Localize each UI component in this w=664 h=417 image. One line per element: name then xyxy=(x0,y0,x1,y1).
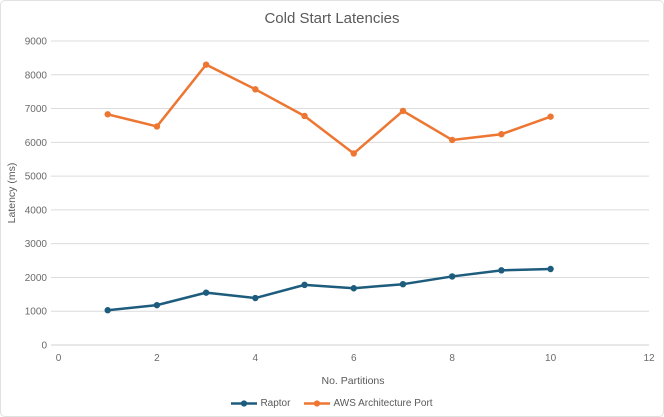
series-point xyxy=(153,301,161,309)
series-point xyxy=(104,307,111,314)
y-tick-label: 9000 xyxy=(25,37,48,48)
series-point xyxy=(547,113,554,120)
series-point xyxy=(448,136,456,144)
y-axis-title: Latency (ms) xyxy=(6,163,18,224)
y-tick-label: 4000 xyxy=(25,205,48,216)
series-point xyxy=(252,294,259,302)
x-tick-label: 12 xyxy=(643,353,655,364)
y-axis-tick-labels: 0 1000 2000 3000 4000 5000 6000 7000 8000 9000 xyxy=(25,37,48,352)
x-tick-label: 10 xyxy=(545,353,557,364)
series-line-1 xyxy=(106,63,552,155)
legend: Raptor AWS Architecture Port xyxy=(1,398,663,409)
y-tick-label: 1000 xyxy=(25,307,48,318)
series-point xyxy=(202,289,210,296)
series-point xyxy=(350,150,357,157)
series-point xyxy=(153,123,161,130)
series-point xyxy=(448,273,456,280)
legend-item-aws-architecture-port: AWS Architecture Port xyxy=(304,398,433,409)
y-tick-label: 7000 xyxy=(25,104,48,115)
series-point xyxy=(252,86,259,93)
legend-label-raptor: Raptor xyxy=(260,398,291,409)
series-point xyxy=(547,265,554,273)
grid-layer xyxy=(51,40,649,346)
series-point xyxy=(498,267,505,274)
series-point xyxy=(350,285,357,292)
y-tick-label: 0 xyxy=(41,341,47,352)
x-axis-tick-labels: 0 2 4 6 8 10 12 xyxy=(56,353,655,364)
series-point xyxy=(301,112,308,120)
series-line-0 xyxy=(106,267,552,312)
x-tick-label: 8 xyxy=(449,353,455,364)
legend-label-aws-architecture-port: AWS Architecture Port xyxy=(333,398,433,409)
series-point xyxy=(498,131,505,138)
legend-marker-aws-architecture-port-icon xyxy=(304,400,331,407)
y-tick-label: 8000 xyxy=(25,70,48,81)
series-point xyxy=(399,281,407,288)
x-axis-title: No. Partitions xyxy=(321,375,384,387)
x-tick-label: 4 xyxy=(253,353,259,364)
series-layer xyxy=(104,61,554,314)
chart-title: Cold Start Latencies xyxy=(264,10,400,27)
plot-area: 0 1000 2000 3000 4000 5000 6000 7000 8000 9000 0 2… xyxy=(6,37,655,388)
y-tick-label: 3000 xyxy=(25,239,48,250)
x-tick-label: 2 xyxy=(154,353,160,364)
y-tick-label: 6000 xyxy=(25,138,48,149)
series-point xyxy=(399,107,407,115)
legend-marker-raptor-icon xyxy=(231,400,258,407)
x-tick-label: 0 xyxy=(56,353,62,364)
series-point xyxy=(202,61,210,68)
series-point xyxy=(104,111,111,118)
legend-item-raptor: Raptor xyxy=(231,398,290,409)
y-tick-label: 5000 xyxy=(25,172,48,183)
x-tick-label: 6 xyxy=(351,353,357,364)
series-point xyxy=(301,281,308,289)
y-tick-label: 2000 xyxy=(25,273,48,284)
